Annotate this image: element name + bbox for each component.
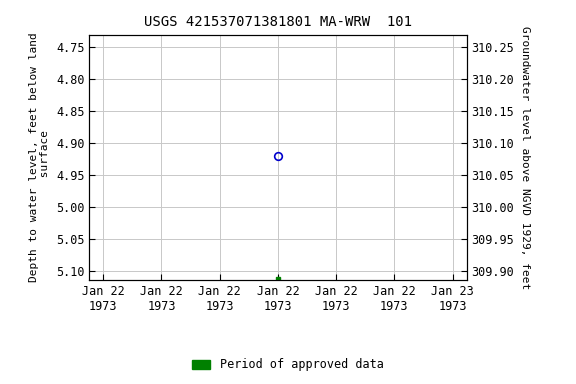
Title: USGS 421537071381801 MA-WRW  101: USGS 421537071381801 MA-WRW 101 bbox=[144, 15, 412, 29]
Legend: Period of approved data: Period of approved data bbox=[188, 354, 388, 376]
Y-axis label: Groundwater level above NGVD 1929, feet: Groundwater level above NGVD 1929, feet bbox=[520, 26, 530, 289]
Y-axis label: Depth to water level, feet below land
 surface: Depth to water level, feet below land su… bbox=[29, 33, 50, 282]
